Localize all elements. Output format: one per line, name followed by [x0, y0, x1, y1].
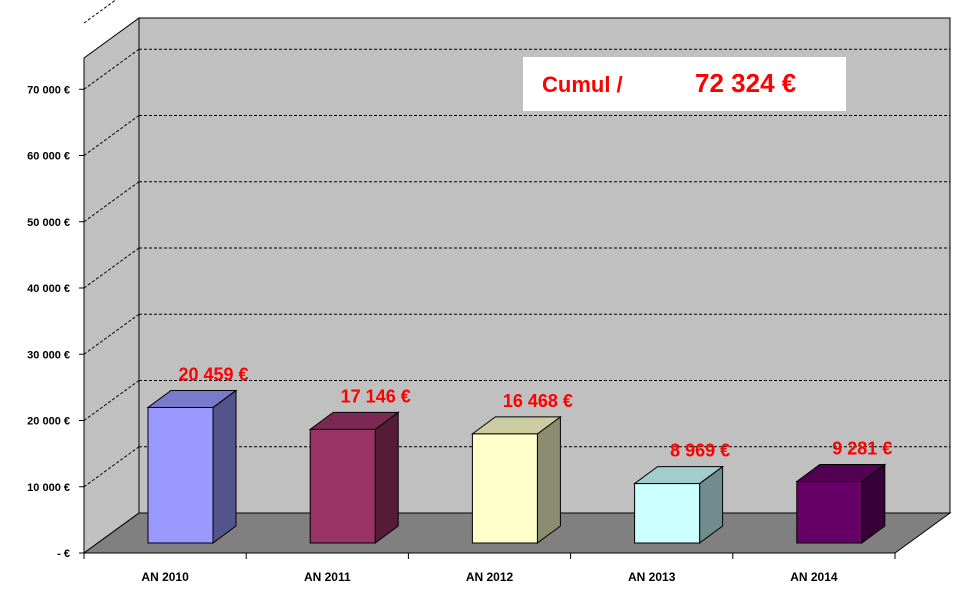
y-tick-label: 10 000 €: [27, 482, 70, 494]
gridline-side: [83, 0, 117, 24]
bar: [146, 389, 238, 544]
cumul-value: 72 324 €: [695, 68, 797, 98]
x-tick-label: AN 2011: [304, 570, 351, 584]
y-tick-label: - €: [57, 548, 70, 560]
y-tick-label: 70 000 €: [27, 84, 70, 96]
data-label: 16 468 €: [503, 391, 573, 411]
gridline-side: [83, 48, 140, 90]
cumul-label: Cumul /: [542, 72, 623, 97]
bar: [308, 411, 400, 544]
bar-front: [147, 406, 214, 544]
bar-front: [634, 483, 701, 544]
x-tick-label: AN 2012: [466, 570, 514, 584]
x-tick-label: AN 2013: [628, 570, 676, 584]
bar-front: [796, 481, 863, 544]
data-label: 20 459 €: [178, 364, 248, 384]
gridline-side: [83, 115, 140, 156]
bar-side: [374, 411, 399, 544]
chart-side-wall: [83, 17, 140, 554]
bar: [795, 463, 887, 544]
y-tick-label: 40 000 €: [27, 283, 70, 295]
bar: [470, 415, 562, 544]
bar-front: [471, 433, 538, 544]
bar-side: [212, 389, 237, 544]
data-label: 17 146 €: [341, 386, 411, 406]
x-tick-label: AN 2010: [141, 570, 189, 584]
gridline-side: [83, 313, 140, 355]
x-tick-label: AN 2014: [790, 570, 838, 584]
y-tick-label: 20 000 €: [27, 416, 70, 428]
cumul-annotation: Cumul / 72 324 €: [523, 57, 846, 111]
data-label: 9 281 €: [832, 439, 892, 459]
y-tick-label: 60 000 €: [27, 151, 70, 163]
bar: [633, 465, 725, 544]
gridline-side: [83, 380, 140, 421]
gridline-side: [83, 247, 140, 289]
gridline-side: [83, 446, 140, 488]
bar-side: [536, 415, 561, 544]
y-tick-label: 50 000 €: [27, 217, 70, 229]
bar-front: [309, 428, 376, 544]
gridline-side: [83, 181, 140, 223]
data-label: 8 969 €: [670, 441, 730, 461]
y-tick-label: 30 000 €: [27, 349, 70, 361]
